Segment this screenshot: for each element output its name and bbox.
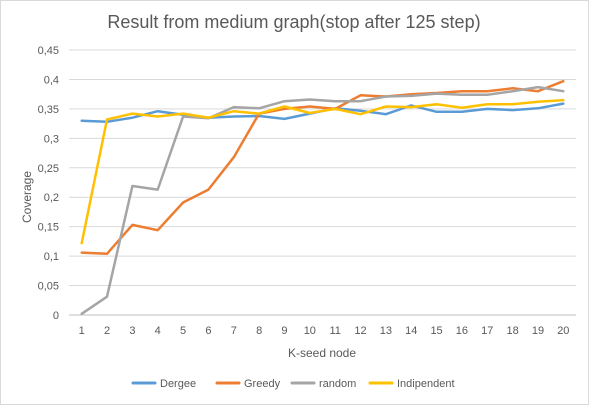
x-tick-label: 14 [405, 325, 417, 337]
y-tick-label: 0,3 [44, 133, 59, 145]
x-tick-label: 5 [180, 325, 186, 337]
x-tick-label: 20 [557, 325, 569, 337]
x-tick-label: 18 [507, 325, 519, 337]
series-lines [80, 79, 565, 316]
series-line-greedy [80, 79, 565, 256]
legend-label-greedy: Greedy [244, 378, 281, 390]
y-tick-label: 0,15 [38, 222, 59, 234]
x-tick-label: 13 [380, 325, 392, 337]
y-tick-label: 0,25 [38, 163, 59, 175]
y-axis-title: Coverage [20, 171, 34, 223]
legend-label-dergee: Dergee [160, 378, 196, 390]
y-tick-labels: 0 0,05 0,1 0,15 0,2 0,25 0,3 0,35 0,4 0,45 [38, 45, 59, 322]
y-tick-label: 0 [53, 310, 59, 322]
chart-title: Result from medium graph(stop after 125 … [107, 12, 480, 32]
y-tick-label: 0,45 [38, 45, 59, 57]
x-tick-label: 6 [205, 325, 211, 337]
x-tick-label: 4 [155, 325, 161, 337]
series-line-dergee [80, 102, 565, 124]
x-tick-label: 19 [532, 325, 544, 337]
x-tick-label: 3 [129, 325, 135, 337]
x-tick-label: 8 [256, 325, 262, 337]
x-tick-label: 16 [456, 325, 468, 337]
x-tick-label: 1 [79, 325, 85, 337]
x-tick-label: 11 [329, 325, 340, 337]
x-tick-labels: 1 2 3 4 5 6 7 8 9 10 11 12 13 14 15 16 17 18 19 20 [79, 325, 570, 337]
x-tick-label: 9 [281, 325, 287, 337]
legend: Dergee Greedy random Indipendent [131, 378, 455, 390]
x-tick-label: 12 [354, 325, 366, 337]
x-tick-label: 2 [104, 325, 110, 337]
y-gridlines [69, 49, 576, 287]
legend-label-random: random [319, 378, 356, 390]
y-tick-label: 0,35 [38, 104, 59, 116]
x-tick-label: 7 [231, 325, 237, 337]
y-tick-label: 0,2 [44, 192, 59, 204]
y-tick-label: 0,4 [44, 74, 59, 86]
x-tick-label: 17 [481, 325, 493, 337]
y-tick-label: 0,05 [38, 281, 59, 293]
legend-label-indipendent: Indipendent [397, 378, 455, 390]
series-line-random [80, 85, 565, 316]
y-tick-label: 0,1 [44, 251, 59, 263]
x-tick-label: 15 [430, 325, 442, 337]
x-axis-title: K-seed node [288, 346, 356, 360]
x-tick-label: 10 [304, 325, 316, 337]
series-line-indipendent [80, 98, 565, 245]
